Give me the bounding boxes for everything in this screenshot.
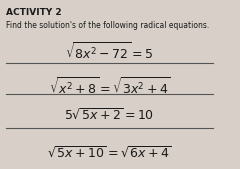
Text: $\sqrt{x^2 + 8} = \sqrt{3x^2 + 4}$: $\sqrt{x^2 + 8} = \sqrt{3x^2 + 4}$ xyxy=(49,76,170,97)
Text: $\sqrt{8x^2 - 72} = 5$: $\sqrt{8x^2 - 72} = 5$ xyxy=(65,41,154,63)
Text: $5\sqrt{5x + 2} = 10$: $5\sqrt{5x + 2} = 10$ xyxy=(65,108,155,123)
Text: $\sqrt{5x + 10} = \sqrt{6x + 4}$: $\sqrt{5x + 10} = \sqrt{6x + 4}$ xyxy=(47,146,172,161)
Text: Find the solution's of the following radical equations.: Find the solution's of the following rad… xyxy=(6,21,209,30)
Text: ACTIVITY 2: ACTIVITY 2 xyxy=(6,8,61,17)
